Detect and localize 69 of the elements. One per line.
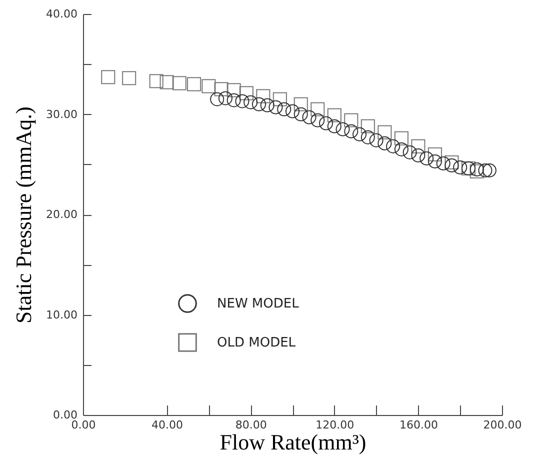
point — [369, 133, 384, 148]
x-axis-title: Flow Rate(mm³) — [220, 430, 366, 454]
point — [428, 154, 442, 168]
y-tick-label: 40.00 — [46, 8, 78, 20]
x-tick-label: 200.00 — [483, 418, 522, 432]
y-tick-label: 20.00 — [46, 208, 78, 221]
point — [226, 83, 241, 98]
point — [402, 145, 417, 160]
point — [420, 151, 434, 166]
point — [214, 82, 228, 96]
point — [252, 97, 266, 112]
point — [310, 113, 325, 128]
point — [444, 158, 459, 172]
point — [352, 127, 367, 142]
point — [411, 139, 426, 154]
point — [260, 98, 274, 112]
point — [378, 136, 392, 150]
point — [310, 102, 325, 116]
point — [394, 142, 408, 156]
point — [277, 102, 292, 116]
point — [294, 107, 308, 122]
x-tick-label: 0.00 — [71, 418, 96, 432]
point — [394, 131, 408, 146]
point — [378, 125, 392, 140]
legend-label: NEW MODEL — [217, 296, 300, 312]
point — [327, 119, 342, 134]
y-tick-label: 0.00 — [53, 408, 78, 422]
y-axis-title: Static Pressure (mmAq.) — [11, 106, 36, 324]
point — [360, 119, 375, 134]
point — [122, 71, 136, 86]
point — [428, 147, 442, 162]
point — [478, 163, 492, 178]
point — [360, 130, 375, 144]
point — [172, 76, 186, 90]
point — [226, 93, 241, 108]
point — [256, 89, 270, 104]
point — [444, 155, 459, 170]
point — [268, 100, 283, 114]
point — [160, 75, 174, 90]
point — [482, 163, 496, 178]
point — [239, 86, 254, 100]
point — [285, 104, 300, 118]
point — [202, 79, 216, 94]
point — [336, 122, 350, 136]
point — [272, 92, 287, 106]
point — [319, 116, 334, 130]
x-tick-label: 160.00 — [399, 418, 438, 432]
point — [344, 124, 358, 138]
point — [101, 70, 116, 84]
point — [235, 94, 250, 108]
point — [386, 139, 400, 154]
y-tick-label: 10.00 — [46, 308, 78, 322]
point — [411, 148, 426, 162]
point — [244, 95, 258, 110]
x-tick-label: 40.00 — [152, 418, 184, 432]
point — [344, 113, 358, 128]
point — [436, 156, 450, 170]
point — [149, 74, 164, 88]
x-tick-label: 120.00 — [316, 418, 354, 432]
point — [210, 92, 224, 106]
point — [218, 91, 232, 106]
point — [187, 77, 202, 92]
point — [302, 110, 316, 124]
point — [327, 108, 342, 122]
legend-label: OLD MODEL — [217, 336, 296, 350]
point — [294, 97, 308, 112]
point — [453, 160, 468, 174]
x-tick-label: 80.00 — [235, 418, 267, 432]
y-tick-label: 30.00 — [46, 108, 78, 121]
